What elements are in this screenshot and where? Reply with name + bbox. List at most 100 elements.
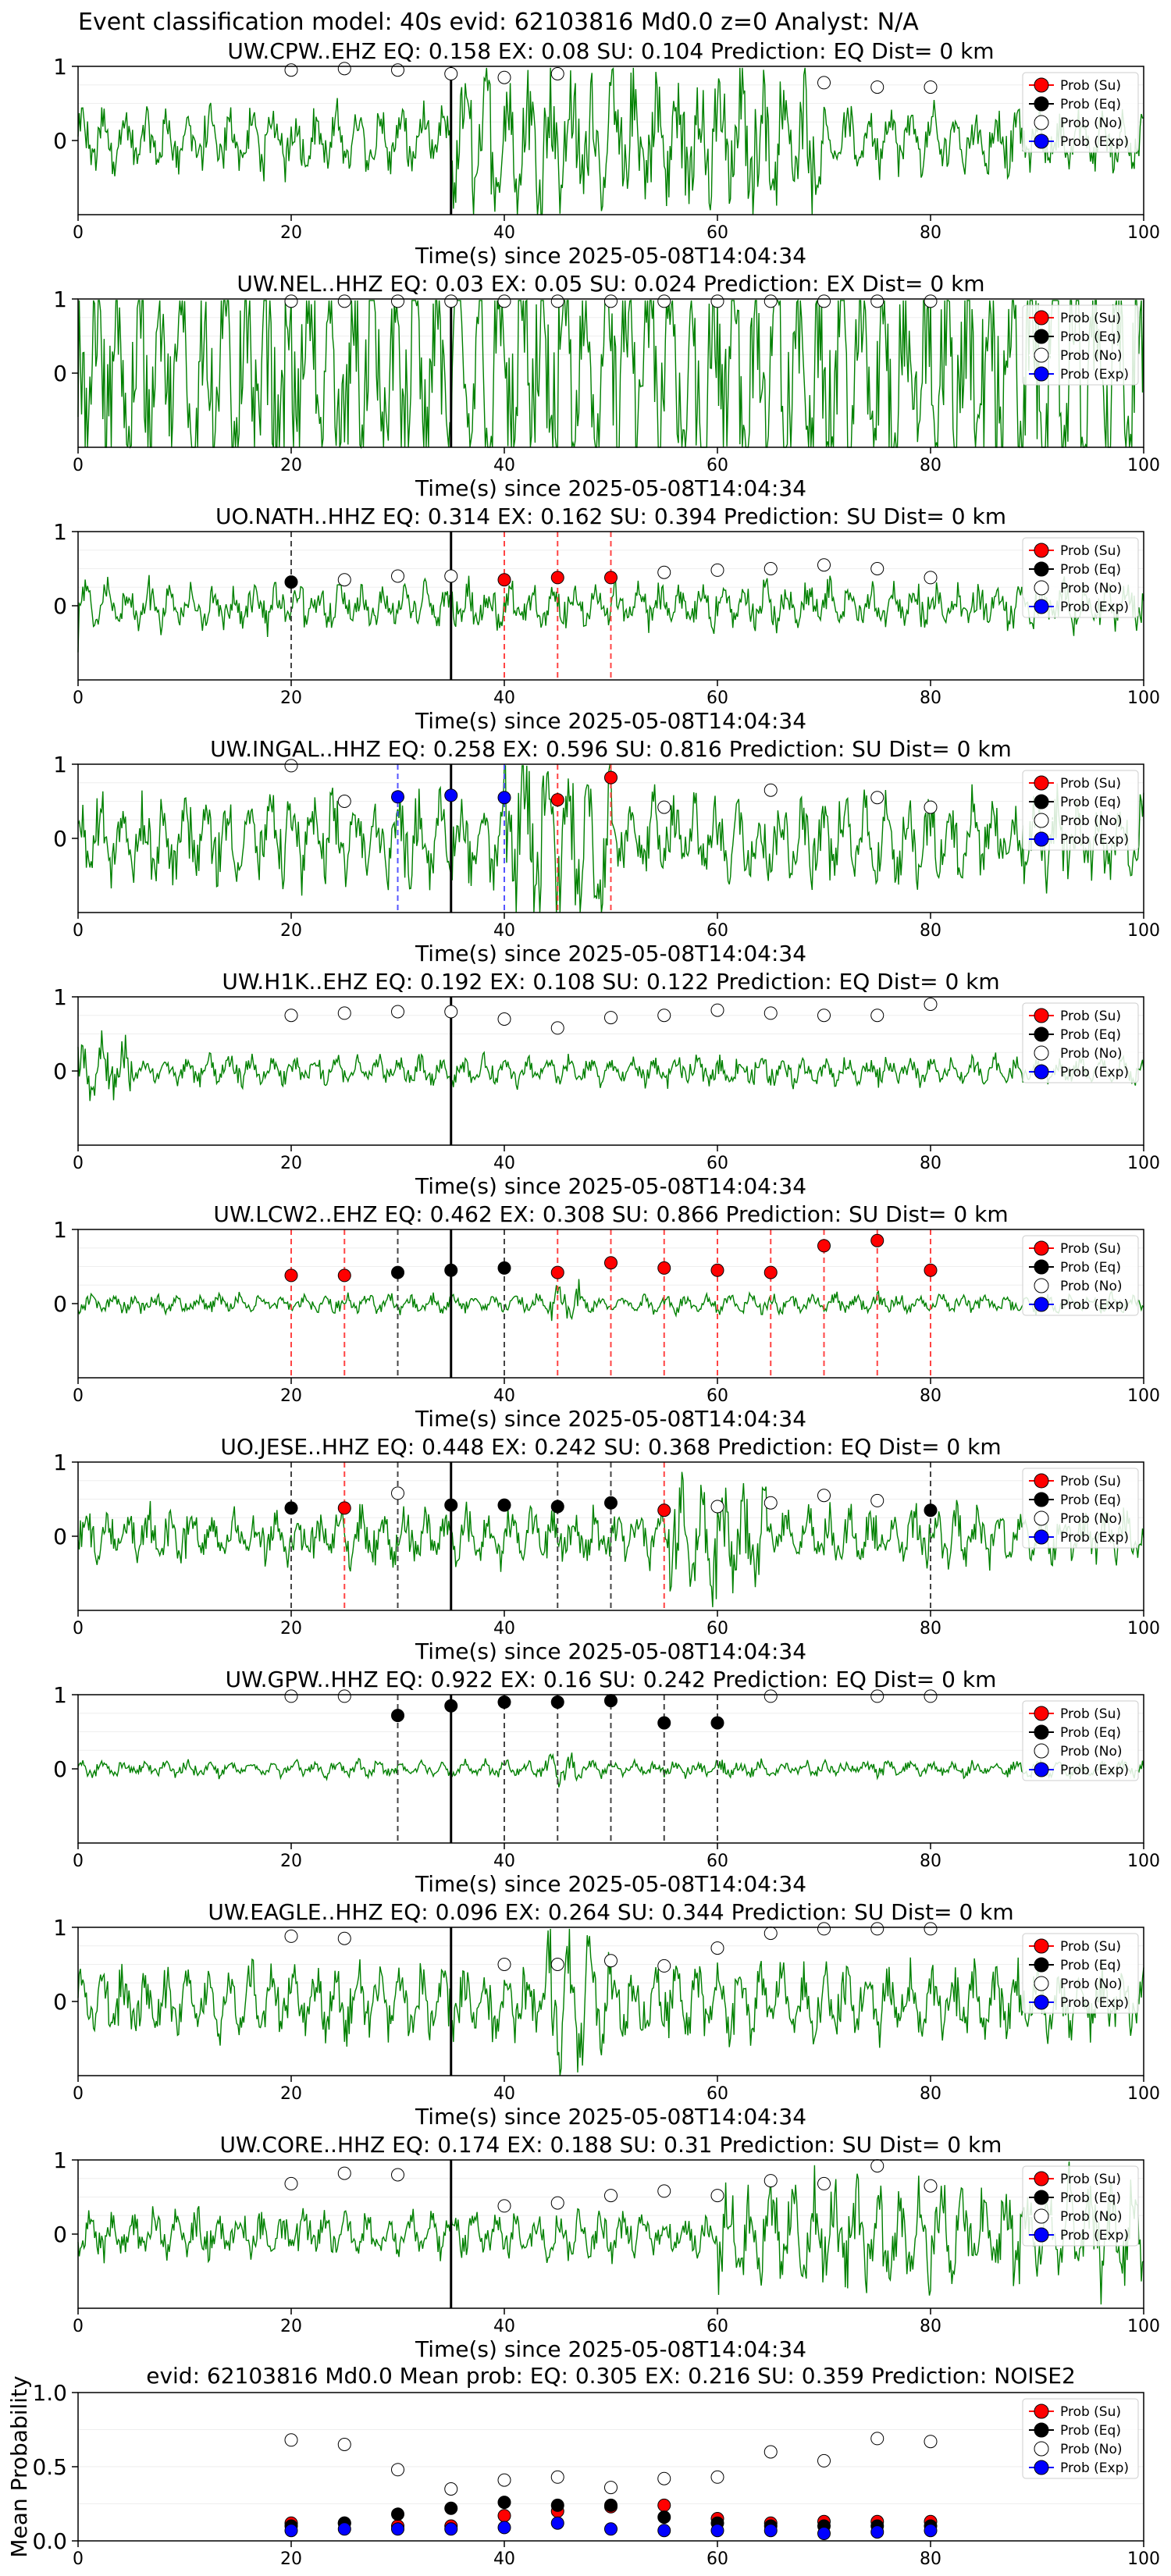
mean-point-exp: [604, 2522, 618, 2536]
x-tick-label: 60: [707, 1154, 728, 1173]
y-tick-label: 1: [53, 984, 67, 1010]
x-tick-label: 80: [920, 921, 941, 941]
legend-label: Prob (Exp): [1060, 1763, 1129, 1778]
x-tick-label: 0: [73, 223, 84, 243]
x-tick-label: 100: [1127, 2317, 1160, 2336]
x-tick-label: 0: [73, 2549, 84, 2569]
legend-marker: [1034, 77, 1049, 93]
legend-box: [1022, 2165, 1139, 2247]
legend-label: Prob (No): [1060, 2209, 1123, 2225]
x-tick-label: 0: [73, 1386, 84, 1406]
x-tick-label: 40: [493, 921, 515, 941]
prob-point-no: [710, 294, 724, 308]
x-tick-label: 80: [920, 2549, 941, 2569]
prob-point-no: [657, 1959, 671, 1973]
x-tick-label: 80: [920, 456, 941, 475]
x-tick-label: 80: [920, 223, 941, 243]
legend-label: Prob (Eq): [1060, 1958, 1121, 1973]
prob-point-eq: [444, 1498, 458, 1512]
x-tick-label: 0: [73, 1619, 84, 1638]
prob-point-no: [550, 67, 564, 80]
mean-point-exp: [391, 2522, 404, 2536]
prob-point-no: [337, 294, 351, 308]
x-axis-label: Time(s) since 2025-05-08T14:04:34: [415, 708, 806, 734]
prob-point-no: [710, 1941, 724, 1955]
mean-point-exp: [444, 2522, 458, 2536]
prob-point-su: [284, 1268, 298, 1283]
prob-point-no: [657, 800, 671, 814]
prob-point-no: [870, 562, 884, 575]
legend-label: Prob (No): [1060, 1279, 1123, 1294]
prob-point-no: [337, 1689, 351, 1703]
prob-point-no: [817, 2176, 831, 2190]
legend-label: Prob (Eq): [1060, 1260, 1121, 1276]
mean-point-eq: [391, 2507, 404, 2521]
prob-point-no: [870, 791, 884, 805]
y-tick-label: 1: [53, 519, 67, 545]
panel-title: UW.INGAL..HHZ EQ: 0.258 EX: 0.596 SU: 0.…: [210, 736, 1012, 762]
mean-point-eq: [550, 2498, 564, 2512]
legend-label: Prob (Exp): [1060, 2460, 1129, 2476]
legend-marker: [1034, 1492, 1049, 1507]
y-tick-label: 0: [53, 2222, 67, 2247]
legend-box: [1022, 537, 1139, 618]
legend-label: Prob (Eq): [1060, 795, 1121, 810]
figure-suptitle: Event classification model: 40s evid: 62…: [78, 9, 919, 36]
prob-point-no: [604, 294, 618, 308]
prob-point-no: [924, 998, 938, 1011]
legend-label: Prob (Exp): [1060, 367, 1129, 382]
panel-title: UW.CORE..HHZ EQ: 0.174 EX: 0.188 SU: 0.3…: [220, 2132, 1002, 2158]
legend-label: Prob (Eq): [1060, 1725, 1121, 1741]
y-tick-label: 1.0: [32, 2380, 67, 2406]
legend-marker: [1034, 2190, 1049, 2205]
prob-point-no: [604, 2189, 618, 2203]
x-tick-label: 40: [493, 688, 515, 708]
prob-point-eq: [497, 1695, 511, 1709]
x-axis-label: Time(s) since 2025-05-08T14:04:34: [415, 941, 806, 966]
legend-marker: [1034, 1026, 1049, 1042]
x-tick-label: 60: [707, 1386, 728, 1406]
prob-point-eq: [604, 1694, 618, 1708]
mean-point-no: [870, 2432, 884, 2446]
legend-label: Prob (No): [1060, 2442, 1123, 2457]
x-tick-label: 80: [920, 1154, 941, 1173]
x-tick-label: 100: [1127, 1852, 1160, 1871]
prob-point-exp: [497, 791, 511, 805]
legend-marker: [1034, 543, 1049, 558]
legend-marker: [1034, 115, 1049, 130]
prob-point-no: [763, 294, 778, 308]
panel-9: UW.CORE..HHZ EQ: 0.174 EX: 0.188 SU: 0.3…: [53, 2132, 1160, 2362]
prob-point-no: [391, 294, 404, 308]
y-tick-label: 1: [53, 1682, 67, 1708]
legend-label: Prob (Eq): [1060, 2190, 1121, 2206]
prob-point-no: [870, 294, 884, 308]
waveform-trace: [77, 1928, 1144, 2076]
x-tick-label: 60: [707, 921, 728, 941]
x-tick-label: 0: [73, 688, 84, 708]
prob-point-no: [284, 2176, 298, 2190]
legend-box: [1022, 1235, 1139, 1316]
panel-7: UW.GPW..HHZ EQ: 0.922 EX: 0.16 SU: 0.242…: [53, 1667, 1160, 1897]
legend-marker: [1034, 1762, 1049, 1777]
y-tick-label: 0: [53, 593, 67, 619]
x-tick-label: 60: [707, 223, 728, 243]
prob-point-eq: [924, 1503, 938, 1517]
x-tick-label: 0: [73, 921, 84, 941]
prob-point-su: [870, 1233, 884, 1247]
prob-point-no: [870, 1689, 884, 1703]
prob-point-su: [604, 571, 618, 585]
legend-label: Prob (Eq): [1060, 562, 1121, 578]
legend-marker: [1034, 310, 1049, 326]
prob-point-no: [870, 80, 884, 94]
panel-2: UO.NATH..HHZ EQ: 0.314 EX: 0.162 SU: 0.3…: [53, 503, 1160, 734]
prob-point-eq: [604, 1496, 618, 1510]
y-tick-label: 0: [53, 1059, 67, 1084]
legend-label: Prob (Exp): [1060, 1530, 1129, 1546]
y-tick-label: 1: [53, 1915, 67, 1941]
prob-point-no: [710, 1500, 724, 1514]
prob-point-no: [763, 1006, 778, 1020]
legend-label: Prob (Exp): [1060, 2228, 1129, 2243]
prob-point-no: [391, 2168, 404, 2182]
legend-marker: [1034, 1724, 1049, 1740]
legend-marker: [1034, 1045, 1049, 1061]
